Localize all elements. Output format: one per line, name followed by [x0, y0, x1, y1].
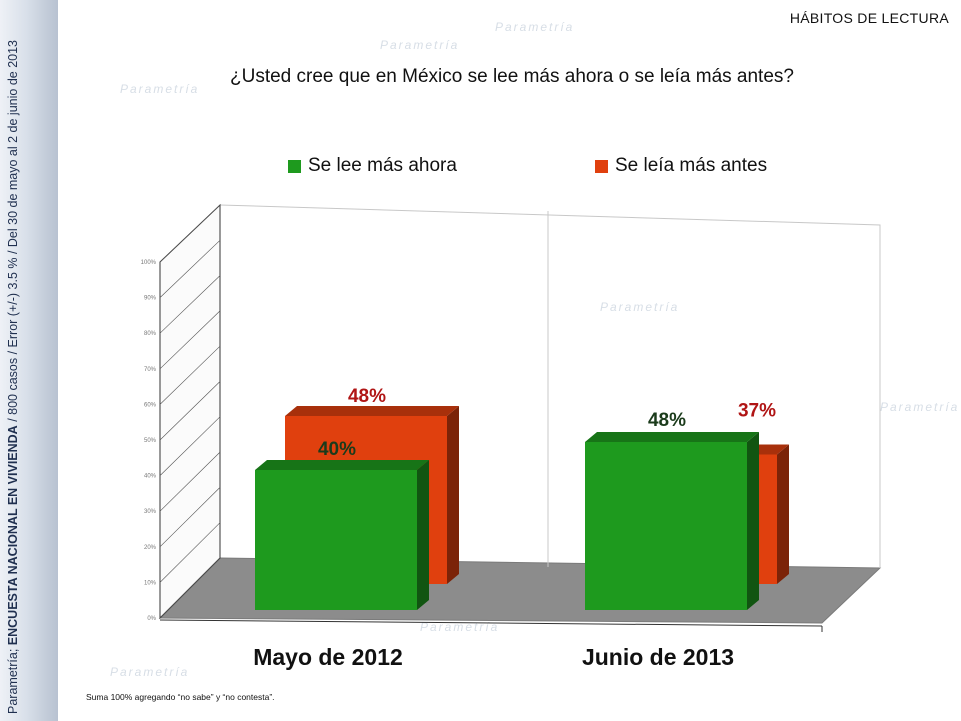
gridline: [159, 557, 221, 619]
watermark-text: Parametría: [420, 620, 500, 634]
back-wall-edge: [219, 204, 881, 568]
watermark-text: Parametría: [495, 20, 575, 34]
y-tick-label: 10%: [144, 580, 157, 586]
bar-side: [417, 460, 429, 610]
bar-front: [585, 442, 747, 610]
gridline: [159, 381, 221, 441]
y-tick-label: 90%: [144, 296, 157, 302]
y-tick-label: 100%: [141, 260, 157, 266]
section-tag: HÁBITOS DE LECTURA: [789, 10, 949, 26]
sidebar-strip: Parametría; ENCUESTA NACIONAL EN VIVIEND…: [0, 0, 58, 721]
y-tick-label: 0%: [147, 616, 156, 622]
bar-0-se-lee-mas-ahora: [255, 460, 429, 610]
watermark-text: Parametría: [110, 665, 190, 679]
legend-swatch: [595, 159, 608, 173]
gridline: [159, 310, 221, 370]
bar-side: [747, 432, 759, 610]
gridline: [159, 522, 221, 583]
legend-item-se-leia-mas-antes: Se leía más antes: [595, 155, 767, 177]
y-tick-label: 20%: [144, 545, 157, 551]
bar-side: [777, 444, 789, 584]
gridline: [159, 416, 221, 476]
watermark-text: Parametría: [120, 82, 200, 96]
data-label: 48%: [648, 410, 686, 431]
gridline: [159, 345, 221, 405]
bar-1-se-lee-mas-ahora: [585, 432, 759, 610]
data-label: 40%: [318, 439, 356, 460]
side-wall: [159, 203, 221, 620]
gridline: [159, 275, 221, 334]
legend-label: Se leía más antes: [615, 155, 768, 176]
legend-item-se-lee-mas-ahora: Se lee más ahora: [288, 155, 457, 177]
bar-side: [447, 406, 459, 584]
category-label: Junio de 2013: [582, 644, 734, 670]
watermark-text: Parametría: [880, 400, 960, 414]
data-label: 48%: [348, 386, 386, 407]
bar-top: [285, 406, 459, 416]
legend-swatch: [288, 159, 301, 173]
y-tick-label: 40%: [144, 474, 157, 480]
watermark-text: Parametría: [600, 300, 680, 314]
y-tick-label: 50%: [144, 438, 157, 444]
category-label: Mayo de 2012: [253, 644, 403, 670]
question-title: ¿Usted cree que en México se lee más aho…: [230, 66, 794, 87]
gridline: [159, 451, 221, 512]
gridline: [159, 487, 221, 548]
bar-front: [255, 470, 417, 610]
gridline: [159, 204, 221, 263]
data-label: 37%: [738, 401, 776, 422]
bar-top: [585, 432, 759, 442]
x-axis-line: [159, 619, 823, 627]
y-tick-label: 30%: [144, 509, 157, 515]
y-tick-label: 80%: [144, 331, 157, 337]
y-tick-label: 70%: [144, 367, 157, 373]
footnote: Suma 100% agregando “no sabe” y “no cont…: [86, 692, 275, 702]
watermark-text: Parametría: [380, 38, 460, 52]
y-tick-label: 60%: [144, 402, 157, 408]
legend-label: Se lee más ahora: [308, 155, 457, 176]
bar-top: [255, 460, 429, 470]
gridline: [159, 240, 221, 298]
